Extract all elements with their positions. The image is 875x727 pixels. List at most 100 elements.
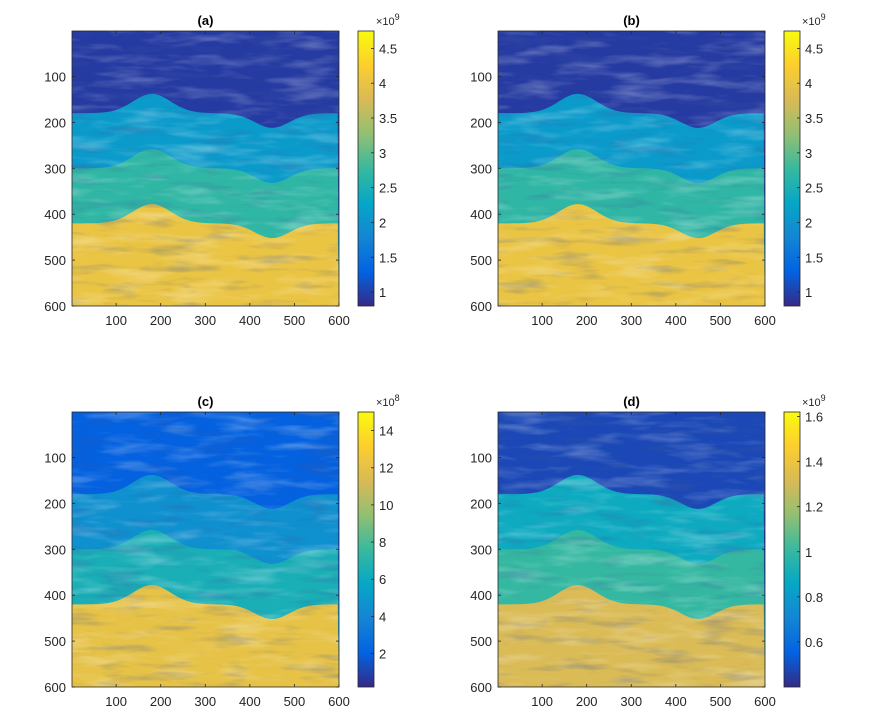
y-tick-label: 200 xyxy=(470,115,492,130)
panel-title: (b) xyxy=(623,13,640,28)
x-tick-label: 500 xyxy=(284,694,306,709)
texture-dark xyxy=(72,412,339,687)
colorbar-tick-label: 3 xyxy=(379,146,386,161)
texture-dark xyxy=(498,31,765,306)
x-tick-label: 200 xyxy=(150,313,172,328)
colorbar-tick-label: 14 xyxy=(379,424,393,439)
heatmap-image xyxy=(498,412,765,687)
x-tick-label: 200 xyxy=(150,694,172,709)
colorbar-tick-label: 4.5 xyxy=(805,41,823,56)
colorbar-tick-label: 1.6 xyxy=(805,410,823,425)
heatmap-image xyxy=(72,412,339,687)
x-tick-label: 100 xyxy=(531,694,553,709)
x-tick-label: 500 xyxy=(710,694,732,709)
panel-title: (c) xyxy=(198,394,214,409)
colorbar xyxy=(783,30,801,307)
y-tick-label: 300 xyxy=(44,542,66,557)
colorbar-tick-label: 0.6 xyxy=(805,635,823,650)
colorbar-tick-label: 2 xyxy=(805,215,812,230)
y-tick-label: 500 xyxy=(470,634,492,649)
colorbar-tick-label: 2 xyxy=(379,215,386,230)
y-tick-label: 500 xyxy=(470,253,492,268)
y-tick-label: 300 xyxy=(44,161,66,176)
y-tick-label: 500 xyxy=(44,253,66,268)
y-tick-label: 200 xyxy=(44,496,66,511)
texture-dark xyxy=(72,31,339,306)
x-tick-label: 300 xyxy=(620,694,642,709)
y-tick-label: 300 xyxy=(470,542,492,557)
x-tick-label: 400 xyxy=(665,313,687,328)
colorbar-tick-label: 1 xyxy=(805,285,812,300)
colorbar-tick-label: 4.5 xyxy=(379,41,397,56)
panel-title: (a) xyxy=(198,13,214,28)
x-tick-label: 400 xyxy=(665,694,687,709)
colorbar-tick-label: 4 xyxy=(379,76,386,91)
y-tick-label: 500 xyxy=(44,634,66,649)
x-tick-label: 500 xyxy=(710,313,732,328)
x-tick-label: 600 xyxy=(754,694,776,709)
x-tick-label: 300 xyxy=(620,313,642,328)
y-tick-label: 600 xyxy=(470,299,492,314)
panel-d: 100 200 300 400 500 600 100 200 300 400 500 600 (d) 0… xyxy=(470,393,825,709)
y-tick-label: 100 xyxy=(44,69,66,84)
y-tick-label: 100 xyxy=(470,69,492,84)
x-tick-label: 300 xyxy=(194,313,216,328)
heatmap-image xyxy=(498,31,765,306)
x-tick-label: 400 xyxy=(239,313,261,328)
y-tick-label: 600 xyxy=(44,299,66,314)
x-tick-label: 200 xyxy=(576,313,598,328)
heatmap-image xyxy=(72,31,339,306)
colorbar-exponent: ×109 xyxy=(802,393,826,409)
x-tick-label: 600 xyxy=(754,313,776,328)
x-tick-label: 100 xyxy=(105,694,127,709)
y-tick-label: 400 xyxy=(44,207,66,222)
colorbar-tick-label: 1 xyxy=(805,545,812,560)
colorbar-tick-label: 2.5 xyxy=(805,181,823,196)
y-tick-label: 400 xyxy=(470,588,492,603)
x-tick-label: 500 xyxy=(284,313,306,328)
colorbar-exponent: ×109 xyxy=(802,12,826,28)
colorbar-tick-label: 4 xyxy=(805,76,812,91)
y-tick-label: 100 xyxy=(44,450,66,465)
colorbar-tick-label: 12 xyxy=(379,461,393,476)
texture-dark xyxy=(498,412,765,687)
x-tick-label: 100 xyxy=(531,313,553,328)
colorbar-tick-label: 1.5 xyxy=(379,250,397,265)
y-tick-label: 200 xyxy=(44,115,66,130)
colorbar-tick-label: 8 xyxy=(379,535,386,550)
colorbar-exponent: ×108 xyxy=(376,393,400,409)
colorbar xyxy=(357,30,375,307)
colorbar-tick-label: 3.5 xyxy=(805,111,823,126)
colorbar-tick-label: 1.2 xyxy=(805,500,823,515)
colorbar-tick-label: 1.5 xyxy=(805,250,823,265)
panel-b: 100 200 300 400 500 600 100 200 300 400 500 600 (b) 1… xyxy=(470,12,825,328)
colorbar-tick-label: 4 xyxy=(379,609,386,624)
x-tick-label: 600 xyxy=(328,313,350,328)
colorbar-tick-label: 3 xyxy=(805,146,812,161)
y-tick-label: 300 xyxy=(470,161,492,176)
y-tick-label: 600 xyxy=(44,680,66,695)
colorbar xyxy=(357,411,375,688)
colorbar-tick-label: 10 xyxy=(379,498,393,513)
x-tick-label: 200 xyxy=(576,694,598,709)
colorbar-tick-label: 1 xyxy=(379,285,386,300)
x-tick-label: 100 xyxy=(105,313,127,328)
x-tick-label: 300 xyxy=(194,694,216,709)
x-tick-label: 400 xyxy=(239,694,261,709)
y-tick-label: 200 xyxy=(470,496,492,511)
colorbar-tick-label: 1.4 xyxy=(805,455,823,470)
y-tick-label: 600 xyxy=(470,680,492,695)
panel-a: 100 200 300 400 500 600 100 200 300 400 500 600 (a) 1… xyxy=(44,12,399,328)
colorbar-tick-label: 2.5 xyxy=(379,181,397,196)
colorbar-tick-label: 2 xyxy=(379,647,386,662)
colorbar-exponent: ×109 xyxy=(376,12,400,28)
y-tick-label: 100 xyxy=(470,450,492,465)
panel-c: 100 200 300 400 500 600 100 200 300 400 500 600 (c) 2… xyxy=(44,393,399,709)
colorbar-tick-label: 0.8 xyxy=(805,590,823,605)
x-tick-label: 600 xyxy=(328,694,350,709)
panel-title: (d) xyxy=(623,394,640,409)
y-tick-label: 400 xyxy=(470,207,492,222)
colorbar-tick-label: 3.5 xyxy=(379,111,397,126)
colorbar-tick-label: 6 xyxy=(379,572,386,587)
